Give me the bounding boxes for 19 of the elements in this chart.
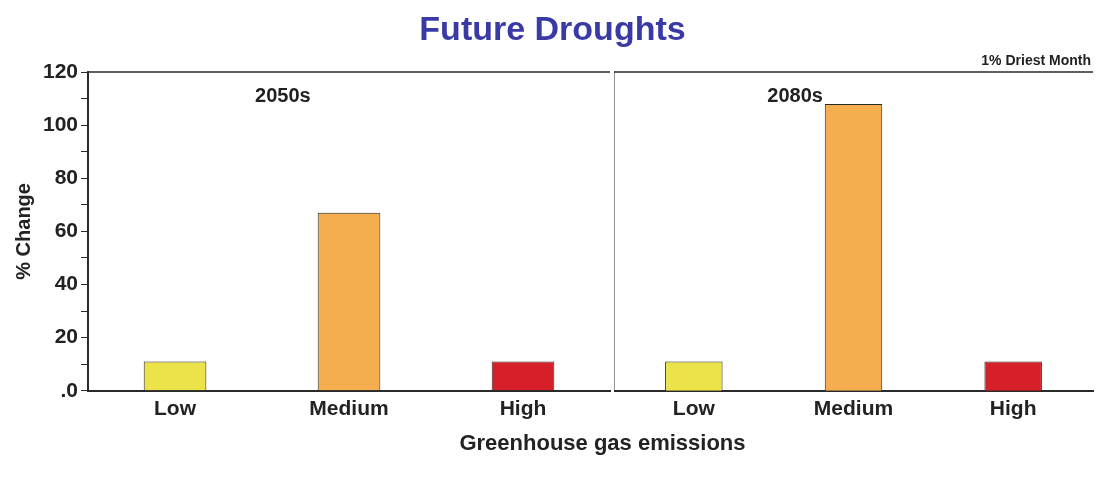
y-tick-label: 40 <box>54 271 79 295</box>
x-tick-label: High <box>989 396 1037 420</box>
x-tick-label: High <box>499 396 547 420</box>
y-axis-title: % Change <box>11 183 34 280</box>
text: 1% Driest Month <box>981 51 1091 68</box>
x-tick-label: Medium <box>813 396 894 420</box>
y-tick-label: 120 <box>42 58 79 82</box>
y-tick-label: 100 <box>42 111 79 135</box>
annotation: 2080s <box>767 83 823 106</box>
x-tick-label: Medium <box>309 396 389 420</box>
x-tick-label: Low <box>154 396 197 420</box>
annotation: 2050s <box>255 83 311 106</box>
y-tick-label: 20 <box>54 324 79 348</box>
y-tick-label: 80 <box>54 165 79 189</box>
y-tick-label: .0 <box>60 377 79 401</box>
x-tick-label: Low <box>672 396 716 420</box>
y-tick-label: 60 <box>54 218 79 242</box>
x-axis-title: Greenhouse gas emissions <box>458 429 747 457</box>
chart-title: Future Droughts <box>418 8 687 48</box>
